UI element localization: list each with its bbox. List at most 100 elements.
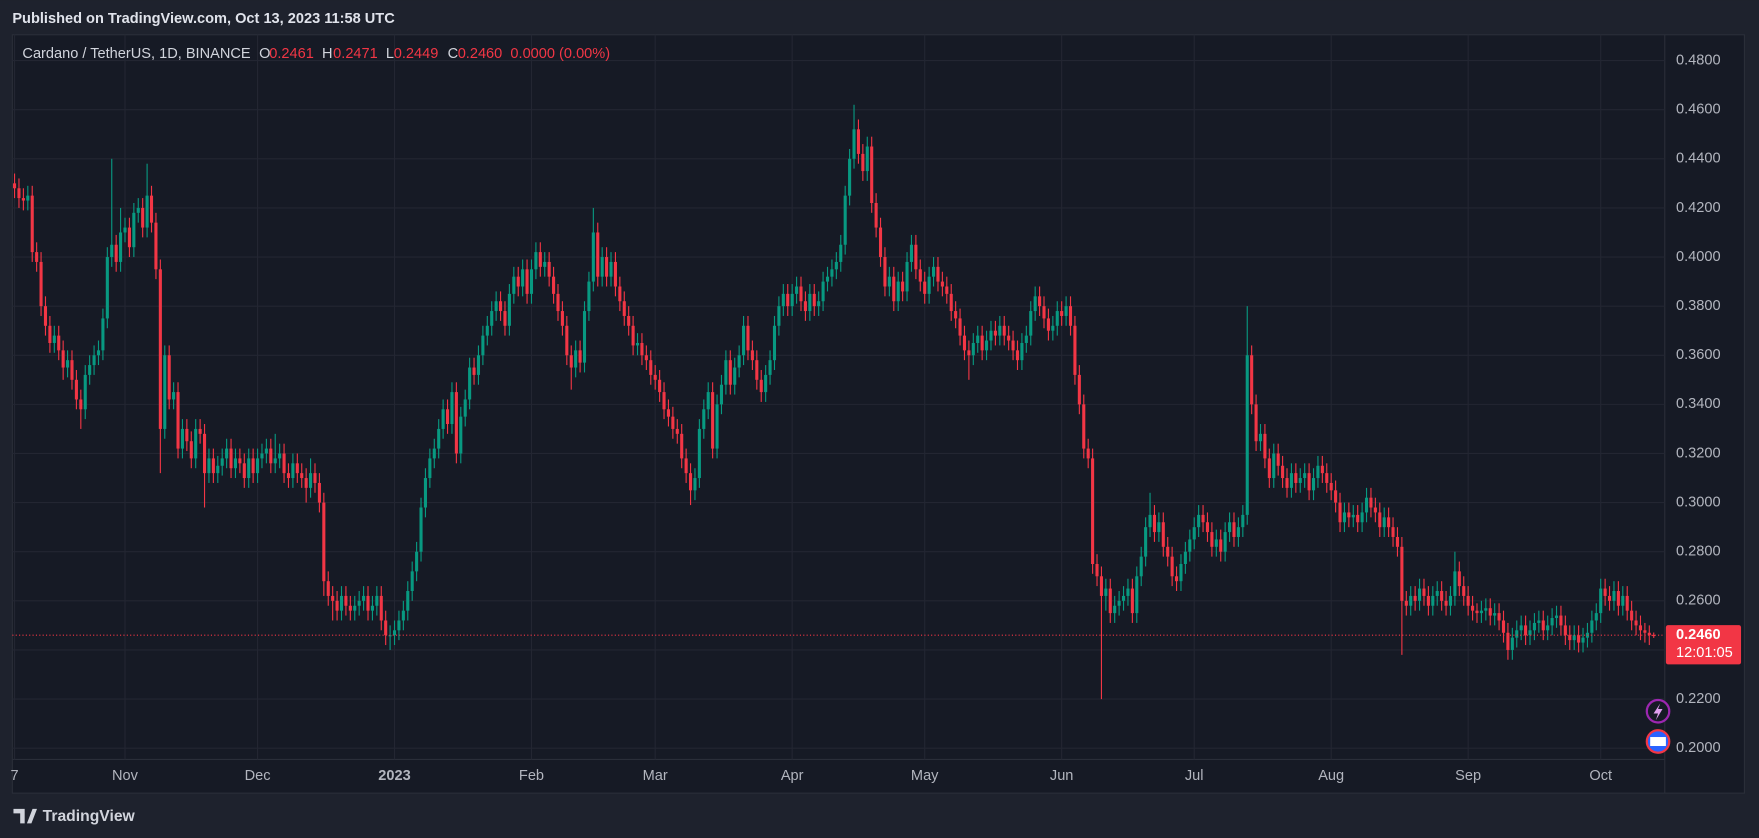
candle-body (1228, 522, 1232, 533)
candle-body (499, 301, 503, 312)
candle-body (375, 595, 379, 606)
candle-body (260, 453, 264, 459)
candle-body (618, 286, 622, 302)
candle-body (795, 286, 799, 294)
candle-body (1462, 586, 1466, 596)
y-tick-label: 0.2600 (1676, 593, 1721, 609)
candle-body (1223, 532, 1227, 552)
candle-body (1029, 311, 1033, 336)
candle-body (1572, 635, 1576, 641)
candle-body (967, 350, 971, 356)
high-value: 0.2471 (333, 46, 378, 62)
candle-body (1484, 608, 1488, 611)
candle-body (1356, 514, 1360, 523)
candle-body (1616, 591, 1620, 606)
candle-body (711, 392, 715, 449)
candle-body (441, 409, 445, 429)
candle-body (1634, 620, 1638, 626)
candle-body (1532, 622, 1536, 631)
candle-body (755, 360, 759, 380)
candle-body (1519, 625, 1523, 631)
candle-body (317, 482, 321, 503)
candle-body (803, 301, 807, 312)
candle-body (423, 478, 427, 508)
candle-body (295, 463, 299, 474)
candle-body (1294, 473, 1298, 483)
candle-body (503, 311, 507, 326)
candle-body (362, 595, 366, 601)
candle-body (1002, 325, 1006, 336)
y-tick-label: 0.3800 (1676, 298, 1721, 314)
candle-body (671, 416, 675, 429)
candle-body (971, 342, 975, 356)
x-tick-label: May (911, 768, 939, 784)
candle-body (927, 276, 931, 294)
y-tick-label: 0.4400 (1676, 151, 1721, 167)
candle-body (1400, 546, 1404, 601)
candle-body (1289, 473, 1293, 488)
candle-body (989, 330, 993, 341)
candle-body (450, 392, 454, 425)
candle-body (1077, 374, 1081, 405)
candle-body (613, 261, 617, 287)
candle-body (1201, 514, 1205, 523)
brand-name[interactable]: TradingView (43, 808, 136, 825)
candle-body (1338, 502, 1342, 523)
candle-body (1577, 635, 1581, 643)
y-tick-label: 0.3400 (1676, 396, 1721, 412)
candle-body (110, 244, 114, 258)
candle-body (507, 293, 511, 326)
candle-body (808, 293, 812, 312)
candle-body (1453, 571, 1457, 596)
candle-body (719, 384, 724, 405)
candle-body (1055, 311, 1059, 326)
candle-body (1471, 605, 1475, 611)
candle-body (821, 281, 825, 302)
candle-body (454, 392, 458, 454)
candle-body (445, 409, 450, 425)
candle-body (1068, 306, 1073, 326)
candle-body (1493, 613, 1497, 616)
candle-body (1590, 620, 1594, 633)
candle-body (1254, 404, 1258, 442)
candle-body (437, 428, 441, 449)
candle-body (1033, 296, 1037, 312)
candle-body (1643, 630, 1647, 633)
candle-body (1404, 600, 1408, 606)
candle-body (521, 269, 525, 287)
brand-logo[interactable] (13, 808, 38, 824)
candle-body (529, 269, 534, 294)
candle-body (1015, 350, 1020, 361)
candle-body (149, 195, 154, 223)
candle-body (1638, 625, 1643, 631)
candle-body (370, 605, 374, 611)
candle-body (1347, 512, 1351, 518)
candle-body (1082, 404, 1086, 449)
candle-body (1117, 600, 1121, 606)
candle-body (392, 630, 397, 636)
candle-body (609, 261, 613, 277)
candle-body (335, 600, 339, 611)
candle-body (680, 433, 684, 459)
candle-body (1488, 608, 1492, 616)
candle-body (207, 458, 211, 474)
candle-body (954, 311, 958, 319)
candle-body (874, 203, 878, 228)
y-tick-label: 0.2800 (1676, 544, 1721, 560)
candle-body (1351, 514, 1355, 518)
candle-body (141, 207, 145, 228)
candle-body (1599, 588, 1603, 614)
candle-body (565, 325, 569, 356)
candle-body (322, 502, 326, 582)
candle-body (1422, 588, 1426, 596)
candle-body (309, 473, 313, 488)
candle-body (163, 355, 167, 429)
candle-body (1652, 634, 1656, 637)
indicator-icons (1645, 698, 1671, 754)
candle-body (154, 222, 158, 270)
y-tick-label: 0.2000 (1676, 740, 1721, 756)
countdown-label: 12:01:05 (1676, 645, 1733, 661)
candle-body (468, 367, 472, 400)
candle-body (57, 335, 61, 351)
candle-body (582, 311, 587, 363)
